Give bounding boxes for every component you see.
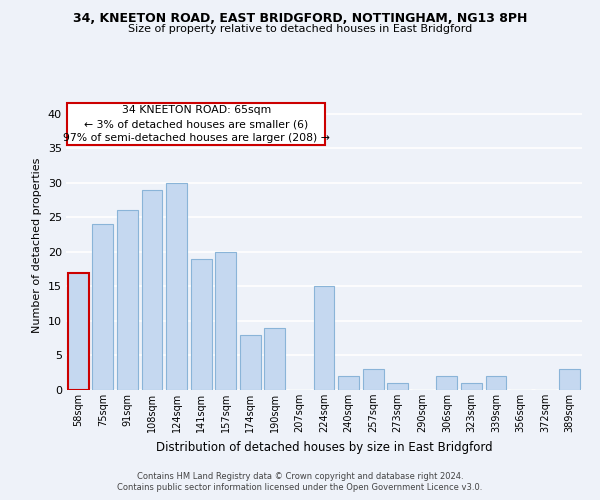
Bar (215, 252, 236, 390)
Bar (436, 376, 457, 390)
Bar (92, 224, 113, 390)
Bar (191, 259, 212, 390)
Bar (117, 210, 138, 390)
X-axis label: Distribution of detached houses by size in East Bridgford: Distribution of detached houses by size … (155, 440, 493, 454)
Bar (485, 376, 506, 390)
Text: Contains HM Land Registry data © Crown copyright and database right 2024.: Contains HM Land Registry data © Crown c… (137, 472, 463, 481)
Bar (68, 272, 89, 390)
Bar (240, 335, 261, 390)
Y-axis label: Number of detached properties: Number of detached properties (32, 158, 42, 332)
Text: 34, KNEETON ROAD, EAST BRIDGFORD, NOTTINGHAM, NG13 8PH: 34, KNEETON ROAD, EAST BRIDGFORD, NOTTIN… (73, 12, 527, 26)
Bar (142, 190, 163, 390)
Bar (166, 183, 187, 390)
Bar (461, 383, 482, 390)
Bar (559, 370, 580, 390)
Text: Contains public sector information licensed under the Open Government Licence v3: Contains public sector information licen… (118, 484, 482, 492)
FancyBboxPatch shape (67, 104, 325, 145)
Text: 34 KNEETON ROAD: 65sqm
← 3% of detached houses are smaller (6)
97% of semi-detac: 34 KNEETON ROAD: 65sqm ← 3% of detached … (63, 105, 329, 143)
Bar (265, 328, 286, 390)
Bar (314, 286, 334, 390)
Bar (387, 383, 408, 390)
Bar (338, 376, 359, 390)
Text: Size of property relative to detached houses in East Bridgford: Size of property relative to detached ho… (128, 24, 472, 34)
Bar (362, 370, 383, 390)
